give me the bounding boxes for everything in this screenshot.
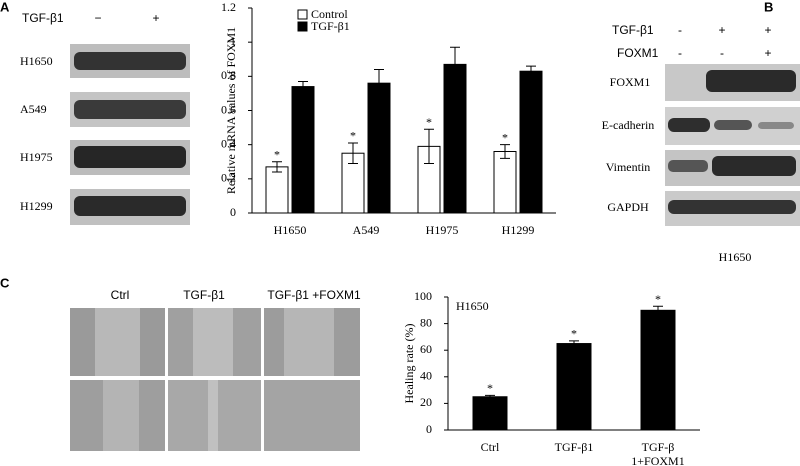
y-tick-label: 0.4 (221, 136, 236, 150)
bar (367, 82, 391, 214)
y-tick-label: 0 (426, 422, 432, 436)
condition-label: TGF-β1 (612, 23, 654, 37)
error-bar (450, 46, 460, 65)
sign: + (764, 46, 771, 60)
y-tick-label: 1.2 (221, 0, 236, 14)
chart-title: H1650 (456, 299, 489, 313)
sign: − (94, 11, 101, 25)
y-axis-label: Relative mRNA values of FOXM1 (224, 27, 238, 194)
y-tick-label: 0.8 (221, 68, 236, 82)
error-bar (374, 69, 384, 84)
y-tick-label: 20 (420, 395, 432, 409)
row-label: H1650 (20, 54, 53, 68)
sign: + (718, 23, 725, 37)
band-label: E-cadherin (602, 118, 655, 132)
error-bar (526, 65, 536, 72)
error-bar (569, 340, 579, 344)
x-tick-label: TGF-β 1+FOXM1 (631, 440, 684, 466)
bar (556, 343, 592, 431)
band-label: GAPDH (607, 200, 649, 214)
panel-label: C (0, 275, 10, 290)
band-label: FOXM1 (610, 75, 651, 89)
legend-label: Control (311, 7, 348, 21)
x-tick-label: H1299 (502, 223, 535, 237)
sign: + (152, 11, 159, 25)
y-tick-label: 80 (420, 315, 432, 329)
band-label: Vimentin (606, 160, 651, 174)
panel-label: B (764, 0, 773, 14)
sign: + (764, 23, 771, 37)
condition-label: FOXM1 (617, 46, 659, 60)
bar (291, 86, 315, 214)
x-tick-label: H1650 (274, 223, 307, 237)
cell-line: H1650 (719, 250, 752, 264)
significance: * (274, 148, 280, 162)
error-bar (500, 144, 510, 159)
significance: * (350, 129, 356, 143)
x-tick-label: A549 (353, 223, 380, 237)
error-bar (653, 305, 663, 311)
row-label: H1299 (20, 199, 53, 213)
column-label: TGF-β1 +FOXM1 (267, 288, 361, 302)
panel-label: A (0, 0, 10, 14)
column-label: TGF-β1 (183, 288, 225, 302)
y-tick-label: 100 (414, 289, 432, 303)
bar (493, 151, 517, 214)
significance: * (655, 292, 661, 306)
legend-swatch (297, 21, 308, 32)
x-tick-label: Ctrl (481, 440, 500, 454)
wound-images (70, 308, 360, 451)
bar (472, 396, 508, 431)
bar (640, 309, 676, 431)
error-bar (485, 394, 495, 397)
blot-a (70, 44, 190, 225)
y-tick-label: 0.2 (221, 171, 236, 185)
sign: - (720, 46, 724, 60)
y-tick-label: 0 (230, 205, 236, 219)
bar (265, 166, 289, 214)
y-tick-label: 0.6 (221, 102, 236, 116)
row-label: A549 (20, 102, 47, 116)
column-label: Ctrl (111, 288, 130, 302)
bar (443, 63, 467, 214)
sign: - (678, 46, 682, 60)
error-bar (272, 161, 282, 173)
y-tick-label: 40 (420, 369, 432, 383)
error-bar (424, 128, 434, 164)
y-tick-label: 60 (420, 342, 432, 356)
x-tick-label: TGF-β1 (555, 440, 594, 454)
error-bar (298, 80, 308, 87)
sign: - (678, 23, 682, 37)
x-tick-label: H1975 (426, 223, 459, 237)
legend-label: TGF-β1 (311, 19, 350, 33)
significance: * (487, 381, 493, 395)
significance: * (426, 115, 432, 129)
bar (519, 70, 543, 214)
row-label: H1975 (20, 150, 53, 164)
error-bar (348, 142, 358, 164)
significance: * (571, 327, 577, 341)
treatment-label: TGF-β1 (22, 11, 64, 25)
blot-b (665, 64, 800, 226)
legend-swatch (297, 9, 308, 20)
y-axis-label: Healing rate (%) (402, 324, 416, 404)
significance: * (502, 130, 508, 144)
y-tick-label: 1 (230, 34, 236, 48)
